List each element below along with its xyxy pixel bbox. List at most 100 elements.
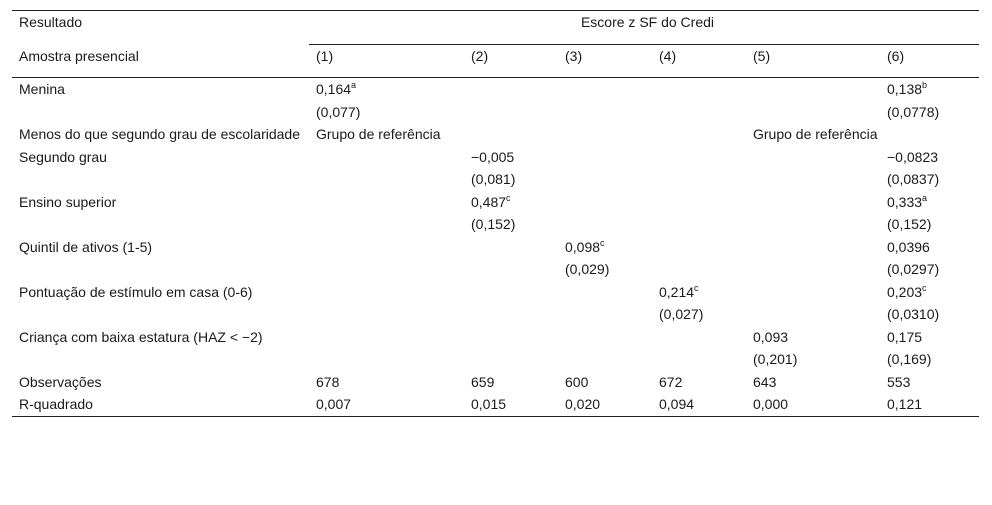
row-label (12, 213, 309, 236)
cell-value: 0,175 (887, 328, 923, 345)
table-cell (746, 146, 880, 169)
table-cell: 0,098c (558, 236, 652, 259)
cell-value: (0,0310) (887, 306, 940, 322)
table-cell (652, 123, 746, 146)
row-label (12, 101, 309, 124)
table-row: (0,029) (0,0297) (12, 258, 979, 281)
cell-value: (0,169) (887, 351, 932, 367)
table-cell: 643 (746, 371, 880, 394)
table-cell (652, 348, 746, 371)
table-cell (464, 78, 558, 101)
outcome-label: Resultado (19, 14, 83, 30)
cell-value: 0,093 (753, 328, 789, 345)
table-cell (558, 348, 652, 371)
table-cell (652, 236, 746, 259)
column-header: (3) (558, 44, 652, 78)
cell-value: Grupo de referência (753, 126, 878, 142)
row-label (12, 258, 309, 281)
cell-value: (0,029) (565, 261, 610, 277)
table-cell (309, 303, 464, 326)
table-cell: 0,487c (464, 191, 558, 214)
row-label: Quintil de ativos (1-5) (19, 238, 153, 255)
cell-value: 0,138 (887, 81, 923, 97)
column-header: (4) (652, 44, 746, 78)
table-cell: (0,0297) (880, 258, 979, 281)
table-cell (558, 213, 652, 236)
table-row: Menos do que segundo grau de escolaridad… (12, 123, 979, 146)
table-cell: (0,152) (880, 213, 979, 236)
cell-value: 0,203 (887, 283, 923, 300)
table-cell: (0,0778) (880, 101, 979, 124)
table-cell: 0,175 (880, 326, 979, 349)
column-header: (6) (880, 44, 979, 78)
table-cell (652, 191, 746, 214)
table-cell (309, 281, 464, 304)
table-row: (0,027) (0,0310) (12, 303, 979, 326)
table-cell (309, 326, 464, 349)
column-header: (1) (309, 44, 464, 78)
cell-value: 0,164 (316, 81, 352, 97)
table-cell: 0,138b (880, 78, 979, 101)
table-cell (558, 168, 652, 191)
cell-value: 0,094 (659, 396, 695, 412)
table-cell: 0,0396 (880, 236, 979, 259)
cell-value: 0,020 (565, 396, 601, 412)
table-cell (746, 236, 880, 259)
table-row: Pontuação de estímulo em casa (0-6) 0,214… (12, 281, 979, 304)
table-body: Menina 0,164a 0,138b (0,077) (0,0778) Menos d… (12, 78, 979, 417)
table-cell (880, 123, 979, 146)
table-cell (652, 258, 746, 281)
cell-value: 0,007 (316, 396, 352, 412)
row-label: Observações (19, 373, 102, 390)
table-cell (746, 213, 880, 236)
table-cell (309, 236, 464, 259)
table-cell: 553 (880, 371, 979, 394)
significance-marker: c (694, 282, 699, 293)
row-label: Ensino superior (19, 193, 117, 210)
table-row: (0,077) (0,0778) (12, 101, 979, 124)
cell-value: 643 (753, 373, 777, 390)
cell-value: 0,000 (753, 396, 789, 412)
table-cell: (0,201) (746, 348, 880, 371)
table-cell (464, 258, 558, 281)
table-cell: 0,093 (746, 326, 880, 349)
table-cell (464, 303, 558, 326)
cell-value: 0,333 (887, 193, 923, 210)
table-cell: −0,005 (464, 146, 558, 169)
table-cell (464, 326, 558, 349)
table-row: Observações 678 659 600 672 643 553 (12, 371, 979, 394)
cell-value: 0,214 (659, 283, 695, 300)
significance-marker: c (600, 237, 605, 248)
cell-value: (0,081) (471, 171, 516, 187)
cell-value: (0,152) (887, 216, 932, 232)
sample-label: Amostra presencial (12, 44, 309, 78)
significance-marker: c (506, 192, 511, 203)
table-row: Criança com baixa estatura (HAZ < −2) 0,0… (12, 326, 979, 349)
row-label: Criança com baixa estatura (HAZ < −2) (19, 328, 263, 345)
table-cell: (0,027) (652, 303, 746, 326)
cell-value: (0,0837) (887, 171, 940, 187)
cell-value: Grupo de referência (316, 126, 441, 142)
cell-value: 0,0396 (887, 238, 930, 255)
table-cell: 0,203c (880, 281, 979, 304)
row-label: R-quadrado (12, 393, 309, 417)
cell-value: 553 (887, 373, 911, 390)
significance-marker: a (922, 192, 928, 203)
row-label (12, 168, 309, 191)
table-cell (746, 101, 880, 124)
table-cell: 600 (558, 371, 652, 394)
table-cell: (0,0310) (880, 303, 979, 326)
table-cell (746, 303, 880, 326)
table-cell (746, 191, 880, 214)
cell-value: 672 (659, 373, 683, 390)
cell-value: 0,487 (471, 193, 507, 210)
table-cell (652, 168, 746, 191)
table-cell (558, 303, 652, 326)
table-cell: 672 (652, 371, 746, 394)
table-cell: (0,029) (558, 258, 652, 281)
table-cell: 678 (309, 371, 464, 394)
table-cell: 0,015 (464, 393, 558, 417)
table-cell (309, 258, 464, 281)
table-cell (464, 101, 558, 124)
table-cell (652, 213, 746, 236)
